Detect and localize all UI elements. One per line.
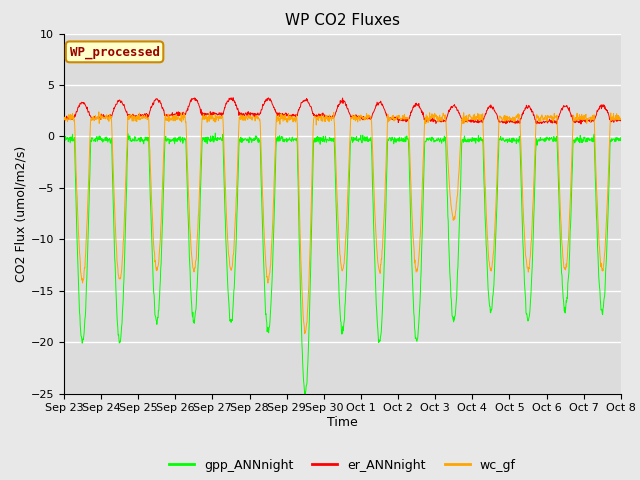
X-axis label: Time: Time <box>327 416 358 429</box>
Title: WP CO2 Fluxes: WP CO2 Fluxes <box>285 13 400 28</box>
Y-axis label: CO2 Flux (umol/m2/s): CO2 Flux (umol/m2/s) <box>15 145 28 282</box>
Legend: gpp_ANNnight, er_ANNnight, wc_gf: gpp_ANNnight, er_ANNnight, wc_gf <box>164 454 520 477</box>
Text: WP_processed: WP_processed <box>70 45 159 59</box>
